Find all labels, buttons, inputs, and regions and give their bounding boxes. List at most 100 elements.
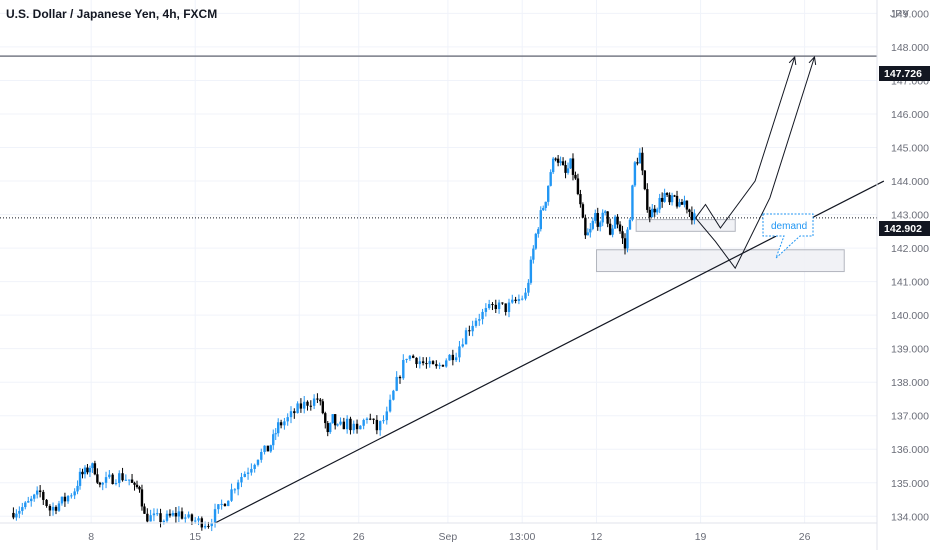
candle-body: [184, 517, 187, 519]
candle-body: [569, 158, 572, 169]
demand-callout[interactable]: demand: [762, 213, 814, 259]
price-axis[interactable]: JPY 149.000148.000147.000146.000145.0001…: [876, 0, 929, 550]
candle-body: [606, 211, 609, 224]
candle-body: [127, 479, 131, 481]
demand-zone: [635, 219, 736, 232]
demand-zones[interactable]: [596, 219, 845, 273]
candle-body: [18, 510, 21, 514]
candle-body: [451, 354, 455, 361]
candle-body: [133, 482, 136, 485]
candle-body: [638, 152, 642, 164]
candle-body: [660, 197, 664, 202]
candle-body: [556, 158, 560, 163]
candle-body: [180, 511, 184, 519]
candle-body: [544, 201, 547, 208]
price-tick: 136.000: [891, 444, 929, 456]
time-tick: Sep: [439, 531, 458, 543]
candle-body: [246, 472, 250, 474]
candle-body: [293, 411, 296, 414]
candle-body: [93, 463, 97, 475]
candle-body: [504, 303, 507, 313]
candle-body: [352, 423, 355, 431]
candle-body: [529, 259, 533, 283]
horizontal-line-label: 147.726: [884, 68, 922, 80]
candle-body: [66, 496, 70, 502]
candle-body: [91, 463, 94, 468]
candle-body: [658, 197, 661, 210]
candle-body: [236, 482, 240, 490]
candle-body: [233, 489, 237, 491]
candle-body: [438, 364, 441, 367]
candle-body: [524, 292, 527, 299]
candle-body: [190, 514, 194, 521]
candle-body: [601, 212, 604, 223]
candle-body: [240, 476, 243, 483]
candle-body: [507, 302, 511, 313]
candle-body: [487, 304, 491, 309]
candle-body: [415, 357, 418, 365]
candle-body: [497, 302, 501, 310]
candle-body: [554, 158, 557, 160]
candle-body: [54, 506, 58, 511]
candle-body: [331, 414, 334, 424]
candle-body: [668, 194, 671, 203]
price-tick: 143.000: [891, 210, 929, 222]
trendline: [214, 180, 885, 524]
candle-body: [306, 401, 309, 406]
candle-body: [269, 445, 272, 452]
candle-body: [253, 464, 256, 469]
price-tick: 139.000: [891, 344, 929, 356]
candle-body: [362, 419, 365, 426]
horizontal-line-label-bg: [879, 66, 930, 81]
candle-body: [375, 419, 379, 431]
candle-body: [643, 170, 647, 190]
candle-body: [130, 479, 134, 483]
candle-body: [146, 513, 149, 522]
candle-body: [289, 411, 293, 418]
candle-body: [355, 423, 359, 430]
candle-body: [121, 473, 124, 481]
candle-body: [135, 484, 139, 488]
drawings[interactable]: [214, 55, 885, 524]
candle-body: [359, 425, 362, 430]
candle-body: [168, 513, 172, 516]
candle-body: [303, 401, 306, 409]
candle-body: [626, 229, 629, 249]
candle-body: [511, 299, 514, 303]
candle-body: [633, 162, 637, 186]
candle-body: [78, 471, 82, 486]
candle-body: [152, 513, 156, 516]
candle-body: [378, 421, 382, 431]
time-axis[interactable]: 8 15 22 26 Sep 13:00 12 19 26: [0, 522, 877, 543]
candle-body: [491, 304, 494, 306]
candle-body: [96, 474, 99, 483]
candle-body: [395, 376, 398, 391]
candle-body: [45, 499, 48, 506]
candle-body: [243, 473, 246, 477]
demand-zone: [596, 249, 845, 273]
candle-body: [12, 512, 15, 518]
candle-body: [194, 520, 197, 522]
candle-body: [187, 514, 190, 518]
candle-body: [402, 359, 405, 379]
candle-body: [372, 418, 375, 420]
callout-shape: [762, 213, 814, 259]
candle-body: [581, 204, 585, 218]
candle-body: [33, 494, 36, 499]
candle-body: [329, 423, 332, 433]
candle-body: [48, 505, 52, 511]
candle-body: [197, 518, 200, 521]
candle-body: [564, 164, 567, 173]
symbol-title: U.S. Dollar / Japanese Yen, 4h, FXCM: [6, 7, 218, 21]
price-tick: 137.000: [891, 411, 929, 423]
candle-body: [461, 344, 464, 347]
candle-body: [542, 207, 545, 211]
candle-body: [559, 161, 562, 163]
candle-body: [537, 229, 540, 234]
time-tick: 19: [695, 531, 707, 543]
candle-body: [425, 363, 428, 365]
candle-body: [339, 421, 342, 425]
candle-body: [326, 423, 329, 433]
